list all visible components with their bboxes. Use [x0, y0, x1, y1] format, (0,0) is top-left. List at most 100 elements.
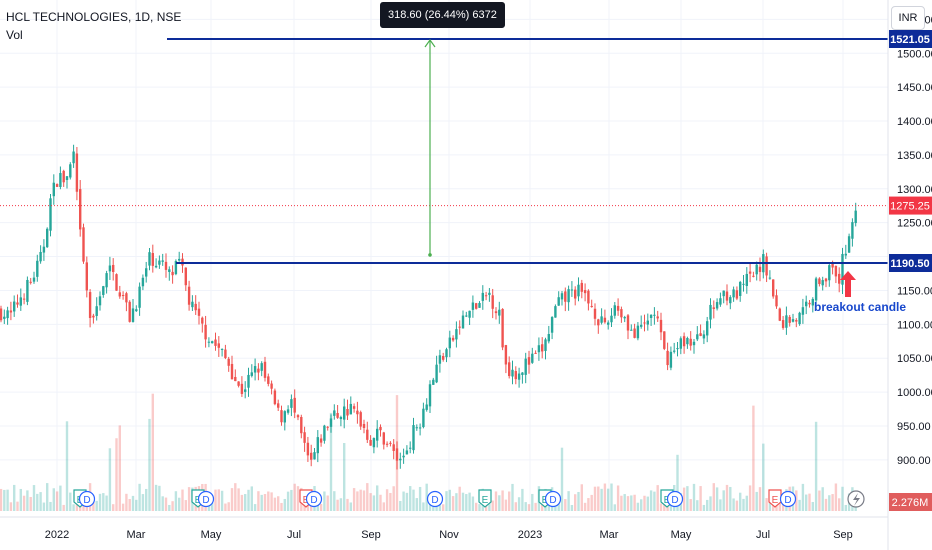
candle-body	[643, 322, 646, 324]
candle-body	[145, 268, 148, 277]
candle-body	[732, 289, 735, 298]
candle-body	[824, 278, 828, 282]
measure-tool[interactable]	[424, 38, 436, 257]
currency-button[interactable]: INR	[891, 6, 925, 30]
x-tick-label: 2022	[45, 529, 69, 541]
candle-body	[343, 406, 346, 420]
earnings-marker-icon[interactable]	[478, 489, 492, 508]
dividend-marker-icon[interactable]	[305, 490, 323, 508]
volume-bar	[583, 502, 587, 511]
volume-bar	[636, 502, 640, 511]
symbol-title[interactable]: HCL TECHNOLOGIES, 1D, NSE	[6, 10, 182, 24]
candle-body	[758, 266, 762, 272]
x-tick-label: Jul	[756, 529, 770, 541]
volume-bar	[379, 494, 382, 511]
volume-bar	[240, 494, 244, 511]
candle-body	[128, 301, 131, 322]
level-price-label: 1521.05	[890, 34, 930, 46]
volume-bar	[696, 500, 699, 511]
event-markers[interactable]: EDEDEDDEEDEDED	[73, 489, 865, 508]
volume-bar	[831, 494, 834, 511]
volume-bar	[501, 490, 504, 511]
candle-body	[98, 296, 102, 306]
candle-body	[557, 297, 560, 306]
dividend-marker-icon[interactable]	[197, 490, 215, 508]
volume-bar	[491, 500, 494, 511]
volume-bar	[376, 485, 379, 511]
candle-body	[831, 263, 834, 268]
volume-bar	[161, 496, 164, 511]
candle-body	[729, 297, 732, 304]
candle-body	[32, 277, 36, 282]
candle-body	[62, 170, 65, 183]
y-tick-label: 1250.00	[897, 218, 932, 230]
candle-body	[82, 227, 85, 262]
x-tick-label: Sep	[833, 529, 853, 541]
breakout-annotation: breakout candle	[814, 300, 907, 314]
candle-body	[362, 423, 366, 428]
candle-body	[808, 302, 811, 305]
candle-body	[85, 262, 88, 291]
volume-bar	[19, 488, 22, 511]
event-marker-letter: D	[202, 495, 209, 506]
y-tick-label: 1050.00	[897, 353, 932, 365]
volume-bar	[145, 488, 148, 511]
candle-body	[194, 303, 197, 311]
candle-body	[471, 302, 475, 310]
y-tick-label: 1350.00	[897, 150, 932, 162]
volume-bar	[49, 501, 52, 511]
candle-body	[316, 437, 319, 454]
candle-body	[656, 316, 659, 319]
candle-body	[191, 301, 194, 308]
candle-body	[610, 315, 613, 323]
dividend-marker-icon[interactable]	[779, 490, 797, 508]
earnings-marker-icon[interactable]	[768, 489, 782, 508]
time-axis[interactable]: 2022 Mar May Jul Sep Nov 2023 Mar May Jul Sep	[0, 516, 888, 541]
volume-bar	[818, 490, 821, 511]
dividend-marker-icon[interactable]	[426, 490, 444, 508]
candle-body	[409, 447, 412, 449]
volume-bar	[290, 489, 293, 511]
volume-bar	[600, 488, 603, 511]
volume-bar	[735, 500, 739, 511]
volume-bar	[98, 493, 102, 511]
candle-body	[356, 410, 359, 415]
candle-body	[319, 438, 323, 443]
volume-bar	[834, 483, 838, 511]
candle-body	[547, 334, 550, 342]
candle-body	[267, 376, 270, 384]
candle-body	[580, 282, 583, 292]
volume-bar	[267, 491, 270, 511]
candle-body	[405, 450, 409, 455]
candle-body	[13, 301, 16, 312]
candle-body	[395, 448, 399, 461]
horizontal-levels[interactable]	[0, 38, 888, 264]
volume-bar	[174, 491, 178, 511]
dividend-marker-icon[interactable]	[666, 490, 684, 508]
measure-arrow-icon	[424, 38, 436, 48]
volume-bar	[623, 494, 626, 511]
candle-body	[39, 251, 42, 262]
volume-bar	[455, 493, 458, 511]
breakout-arrow-icon	[840, 271, 856, 297]
candles	[0, 144, 857, 470]
candle-body	[9, 310, 13, 313]
candle-body	[336, 412, 339, 418]
volume-bar	[722, 490, 725, 511]
volume-bar	[475, 502, 478, 511]
candle-body	[593, 308, 597, 319]
dividend-marker-icon[interactable]	[78, 490, 96, 508]
price-axis[interactable]: 900.00 950.00 1000.00 1050.00 1100.00 1150.00…	[887, 0, 932, 550]
volume-bar	[712, 483, 715, 511]
y-tick-label: 1150.00	[897, 285, 932, 297]
candle-body	[712, 307, 715, 309]
volume-label[interactable]: Vol	[6, 28, 23, 42]
candle-body	[230, 363, 234, 380]
volume-bar	[280, 502, 283, 511]
candle-body	[696, 334, 699, 340]
candle-body	[300, 417, 303, 434]
dividend-marker-icon[interactable]	[544, 490, 562, 508]
x-tick-label: Jul	[287, 529, 301, 541]
event-marker-letter: D	[310, 495, 317, 506]
